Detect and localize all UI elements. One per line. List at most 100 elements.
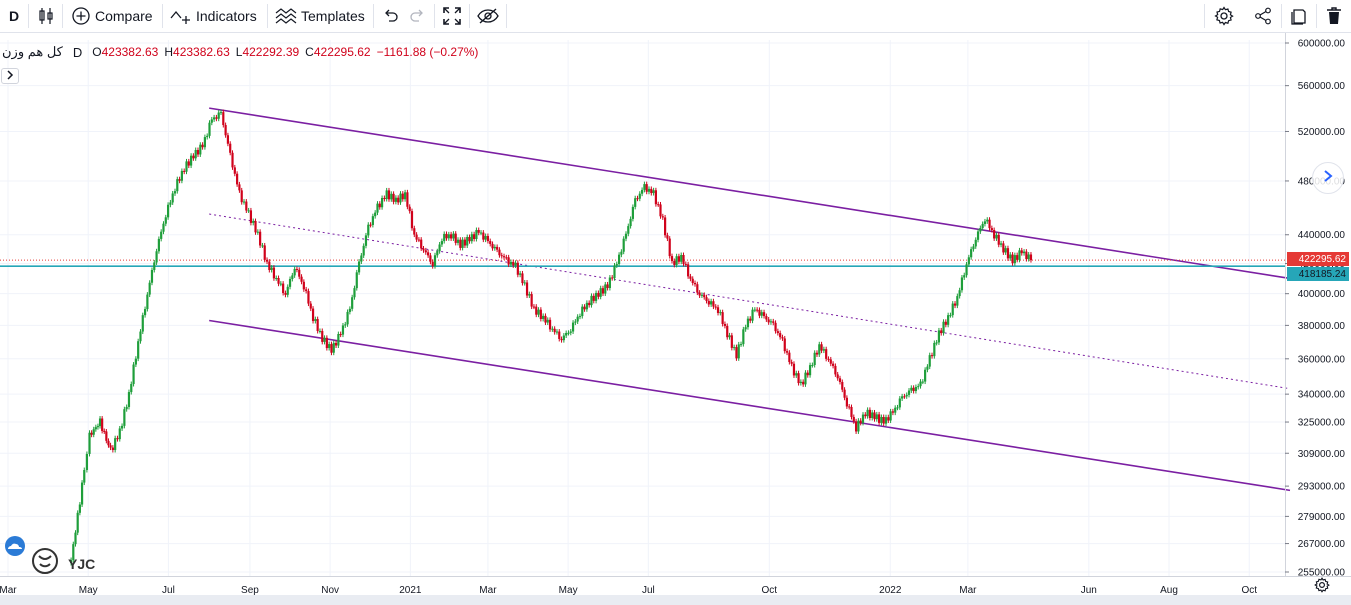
candle-body xyxy=(1018,250,1021,260)
candle-body xyxy=(498,249,501,256)
open-label: O xyxy=(92,45,102,59)
candle-body xyxy=(896,407,899,409)
candle-body xyxy=(657,204,660,206)
candle-body xyxy=(933,342,936,357)
chart-type-button[interactable] xyxy=(36,0,56,32)
redo-button[interactable] xyxy=(408,0,426,32)
interval-selector[interactable]: D xyxy=(4,0,24,32)
candle-body xyxy=(712,301,715,307)
hide-drawings-button[interactable] xyxy=(476,0,500,32)
price-chart[interactable]: 600000.00560000.00520000.00480000.004400… xyxy=(0,33,1351,605)
candle-body xyxy=(376,203,379,213)
candle-body xyxy=(765,316,768,320)
candle-body xyxy=(774,322,777,332)
candle-body xyxy=(562,335,565,341)
settings-button[interactable] xyxy=(1213,0,1235,32)
fullscreen-button[interactable] xyxy=(442,0,462,32)
toolbar-divider xyxy=(434,4,435,28)
axis-settings-button[interactable] xyxy=(1312,576,1332,598)
y-tick-label: 400000.00 xyxy=(1298,289,1346,300)
indicators-button[interactable]: Indicators xyxy=(170,0,257,32)
candle-body xyxy=(1016,255,1019,260)
candle-body xyxy=(659,204,662,217)
candle-body xyxy=(710,301,713,305)
candle-body xyxy=(675,256,678,265)
candle-body xyxy=(116,438,119,440)
candle-body xyxy=(827,358,830,360)
candle-body xyxy=(141,315,144,332)
indicators-label: Indicators xyxy=(196,8,257,24)
toolbar-divider xyxy=(469,4,470,28)
candle-body xyxy=(703,294,706,298)
candle-body xyxy=(1002,243,1005,253)
delete-button[interactable] xyxy=(1324,0,1344,32)
candle-body xyxy=(613,265,616,279)
candle-body xyxy=(960,277,964,291)
candle-body xyxy=(986,219,989,222)
candle-body xyxy=(443,233,446,242)
x-tick-label: Sep xyxy=(241,585,259,596)
expand-legend-button[interactable] xyxy=(1,68,19,84)
candle-body xyxy=(92,429,95,435)
candle-body xyxy=(769,321,773,323)
candle-body xyxy=(210,119,213,123)
candle-body xyxy=(196,149,200,155)
candle-body xyxy=(907,390,911,395)
candle-body xyxy=(691,278,694,284)
candle-body xyxy=(988,219,991,229)
candle-body xyxy=(502,256,506,258)
candle-body xyxy=(507,257,510,265)
candle-body xyxy=(74,532,77,545)
candle-body xyxy=(700,294,704,296)
high-label: H xyxy=(164,45,174,59)
candle-body xyxy=(516,262,519,275)
candle-body xyxy=(486,235,490,242)
fullscreen-icon xyxy=(443,7,461,25)
candle-body xyxy=(150,269,154,283)
candle-body xyxy=(265,259,269,262)
candle-body xyxy=(160,231,163,239)
candle-body xyxy=(173,191,177,194)
candle-body xyxy=(707,300,710,305)
candle-body xyxy=(581,306,584,317)
candle-body xyxy=(378,203,381,208)
candle-body xyxy=(901,396,904,399)
candle-body xyxy=(208,122,211,136)
candle-body xyxy=(410,211,414,229)
candle-body xyxy=(650,188,653,194)
candle-body xyxy=(767,319,770,323)
candle-body xyxy=(302,281,305,290)
candle-body xyxy=(1022,251,1026,254)
clipboard-icon xyxy=(1290,7,1308,25)
candle-body xyxy=(109,445,112,448)
candle-body xyxy=(781,337,784,339)
candle-body xyxy=(203,137,207,148)
compare-button[interactable]: Compare xyxy=(72,0,153,32)
symbol-name[interactable]: کل هم وزن xyxy=(2,44,63,59)
candle-body xyxy=(687,264,690,277)
candle-body xyxy=(726,325,729,338)
candle-body xyxy=(910,387,913,391)
candle-body xyxy=(599,288,602,297)
candle-body xyxy=(903,396,906,398)
candle-body xyxy=(438,244,441,252)
candle-body xyxy=(98,418,102,427)
gear-icon xyxy=(1314,576,1330,598)
scroll-to-realtime-button[interactable] xyxy=(1312,162,1344,194)
candle-body xyxy=(949,315,952,317)
candle-body xyxy=(143,309,147,316)
undo-button[interactable] xyxy=(382,0,400,32)
candle-body xyxy=(429,255,432,262)
candle-body xyxy=(397,197,400,203)
snapshot-button[interactable] xyxy=(1288,0,1310,32)
toolbar-divider xyxy=(1204,4,1205,28)
candle-body xyxy=(403,192,407,200)
share-button[interactable] xyxy=(1252,0,1274,32)
candle-body xyxy=(742,329,745,345)
chart-grid xyxy=(0,40,1285,576)
templates-button[interactable]: Templates xyxy=(275,0,365,32)
candle-body xyxy=(367,224,370,236)
candle-body xyxy=(357,261,361,273)
candle-body xyxy=(884,417,888,424)
x-tick-label: May xyxy=(559,585,578,596)
